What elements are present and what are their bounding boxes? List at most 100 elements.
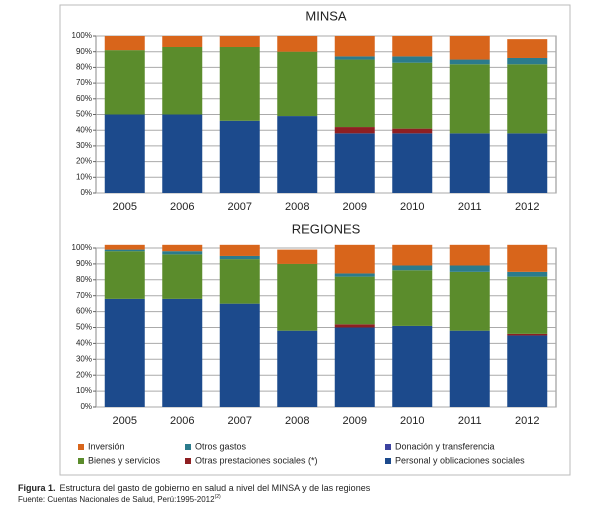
bar-segment xyxy=(507,335,548,407)
bar-segment xyxy=(277,51,318,117)
bar-segment xyxy=(277,36,318,52)
legend-swatch xyxy=(385,444,391,450)
x-tick-label: 2011 xyxy=(458,201,482,213)
y-tick-label: 0% xyxy=(80,402,92,411)
y-tick-label: 100% xyxy=(72,31,92,40)
bar-segment xyxy=(104,50,145,115)
bar-segment xyxy=(277,330,318,407)
bar-segment xyxy=(219,46,260,121)
x-tick-label: 2008 xyxy=(285,415,309,427)
bar-segment xyxy=(334,276,375,325)
y-tick-label: 40% xyxy=(76,125,92,134)
bar-segment xyxy=(449,64,490,134)
legend-swatch xyxy=(78,458,84,464)
legend-label: Bienes y servicios xyxy=(88,455,161,465)
y-tick-label: 20% xyxy=(76,370,92,379)
frame xyxy=(59,4,571,476)
bar-segment xyxy=(392,56,433,63)
x-tick-label: 2006 xyxy=(170,201,194,213)
y-tick-label: 80% xyxy=(76,63,92,72)
bar-segment xyxy=(219,36,260,47)
bar-segment xyxy=(334,59,375,128)
legend-swatch xyxy=(185,444,191,450)
caption-label: Figura 1. xyxy=(18,483,56,493)
y-tick-label: 20% xyxy=(76,157,92,166)
bar-segment xyxy=(392,128,433,134)
bar-segment xyxy=(449,59,490,65)
y-tick-label: 10% xyxy=(76,386,92,395)
legend-label: Otros gastos xyxy=(195,441,247,451)
x-tick-label: 2006 xyxy=(170,415,194,427)
x-tick-label: 2007 xyxy=(228,201,252,213)
bar-segment xyxy=(449,244,490,266)
bar-segment xyxy=(507,133,548,193)
y-tick-label: 70% xyxy=(76,78,92,87)
bar-segment xyxy=(334,127,375,134)
bar-segment xyxy=(449,271,490,331)
x-tick-label: 2005 xyxy=(113,415,137,427)
y-tick-label: 30% xyxy=(76,141,92,150)
source-text: Fuente: Cuentas Nacionales de Salud, Per… xyxy=(18,495,215,504)
y-tick-label: 50% xyxy=(76,110,92,119)
bar-segment xyxy=(219,255,260,260)
bar-segment xyxy=(219,244,260,256)
bar-segment xyxy=(507,276,548,334)
bar-segment xyxy=(162,244,203,252)
x-tick-label: 2010 xyxy=(400,415,424,427)
bar-segment xyxy=(507,39,548,58)
bar-segment xyxy=(334,327,375,407)
bar-segment xyxy=(392,133,433,193)
x-tick-label: 2011 xyxy=(458,415,482,427)
bar-segment xyxy=(219,259,260,304)
legend-swatch xyxy=(185,458,191,464)
bar-segment xyxy=(104,244,145,250)
bar-segment xyxy=(507,271,548,277)
source-ref: (2) xyxy=(215,494,221,500)
y-tick-label: 70% xyxy=(76,291,92,300)
legend-swatch xyxy=(385,458,391,464)
y-tick-label: 30% xyxy=(76,354,92,363)
legend-label: Personal y oblicaciones sociales xyxy=(395,455,525,465)
bar-segment xyxy=(277,249,318,264)
bar-segment xyxy=(392,244,433,266)
chart-title: REGIONES xyxy=(292,221,361,236)
bar-segment xyxy=(104,298,145,407)
bar-segment xyxy=(162,36,203,47)
y-tick-label: 60% xyxy=(76,94,92,103)
bar-segment xyxy=(449,133,490,193)
x-tick-label: 2010 xyxy=(400,201,424,213)
caption: Figura 1. Estructura del gasto de gobiern… xyxy=(18,483,371,493)
bar-segment xyxy=(219,303,260,407)
bar-segment xyxy=(104,249,145,252)
bar-segment xyxy=(507,244,548,272)
bar-segment xyxy=(507,64,548,134)
caption-text: Estructura del gasto de gobierno en salu… xyxy=(60,483,371,493)
bar-segment xyxy=(507,333,548,336)
bar-segment xyxy=(392,325,433,407)
y-tick-label: 10% xyxy=(76,172,92,181)
y-tick-label: 90% xyxy=(76,259,92,268)
bar-segment xyxy=(334,324,375,328)
y-tick-label: 100% xyxy=(72,243,92,252)
y-tick-label: 90% xyxy=(76,47,92,56)
legend-label: Otras prestaciones sociales (*) xyxy=(195,455,318,465)
y-tick-label: 50% xyxy=(76,323,92,332)
bar-segment xyxy=(334,36,375,57)
x-tick-label: 2005 xyxy=(113,201,137,213)
bar-segment xyxy=(449,265,490,272)
bar-segment xyxy=(104,114,145,193)
bar-segment xyxy=(334,56,375,60)
bar-segment xyxy=(277,263,318,331)
y-tick-label: 60% xyxy=(76,307,92,316)
bar-segment xyxy=(507,57,548,65)
bar-segment xyxy=(162,254,203,299)
source: Fuente: Cuentas Nacionales de Salud, Per… xyxy=(18,494,221,504)
y-tick-label: 40% xyxy=(76,339,92,348)
bar-segment xyxy=(392,62,433,129)
bar-segment xyxy=(104,36,145,51)
bar-segment xyxy=(392,36,433,57)
bar-segment xyxy=(392,265,433,271)
chart-title: MINSA xyxy=(305,8,347,23)
